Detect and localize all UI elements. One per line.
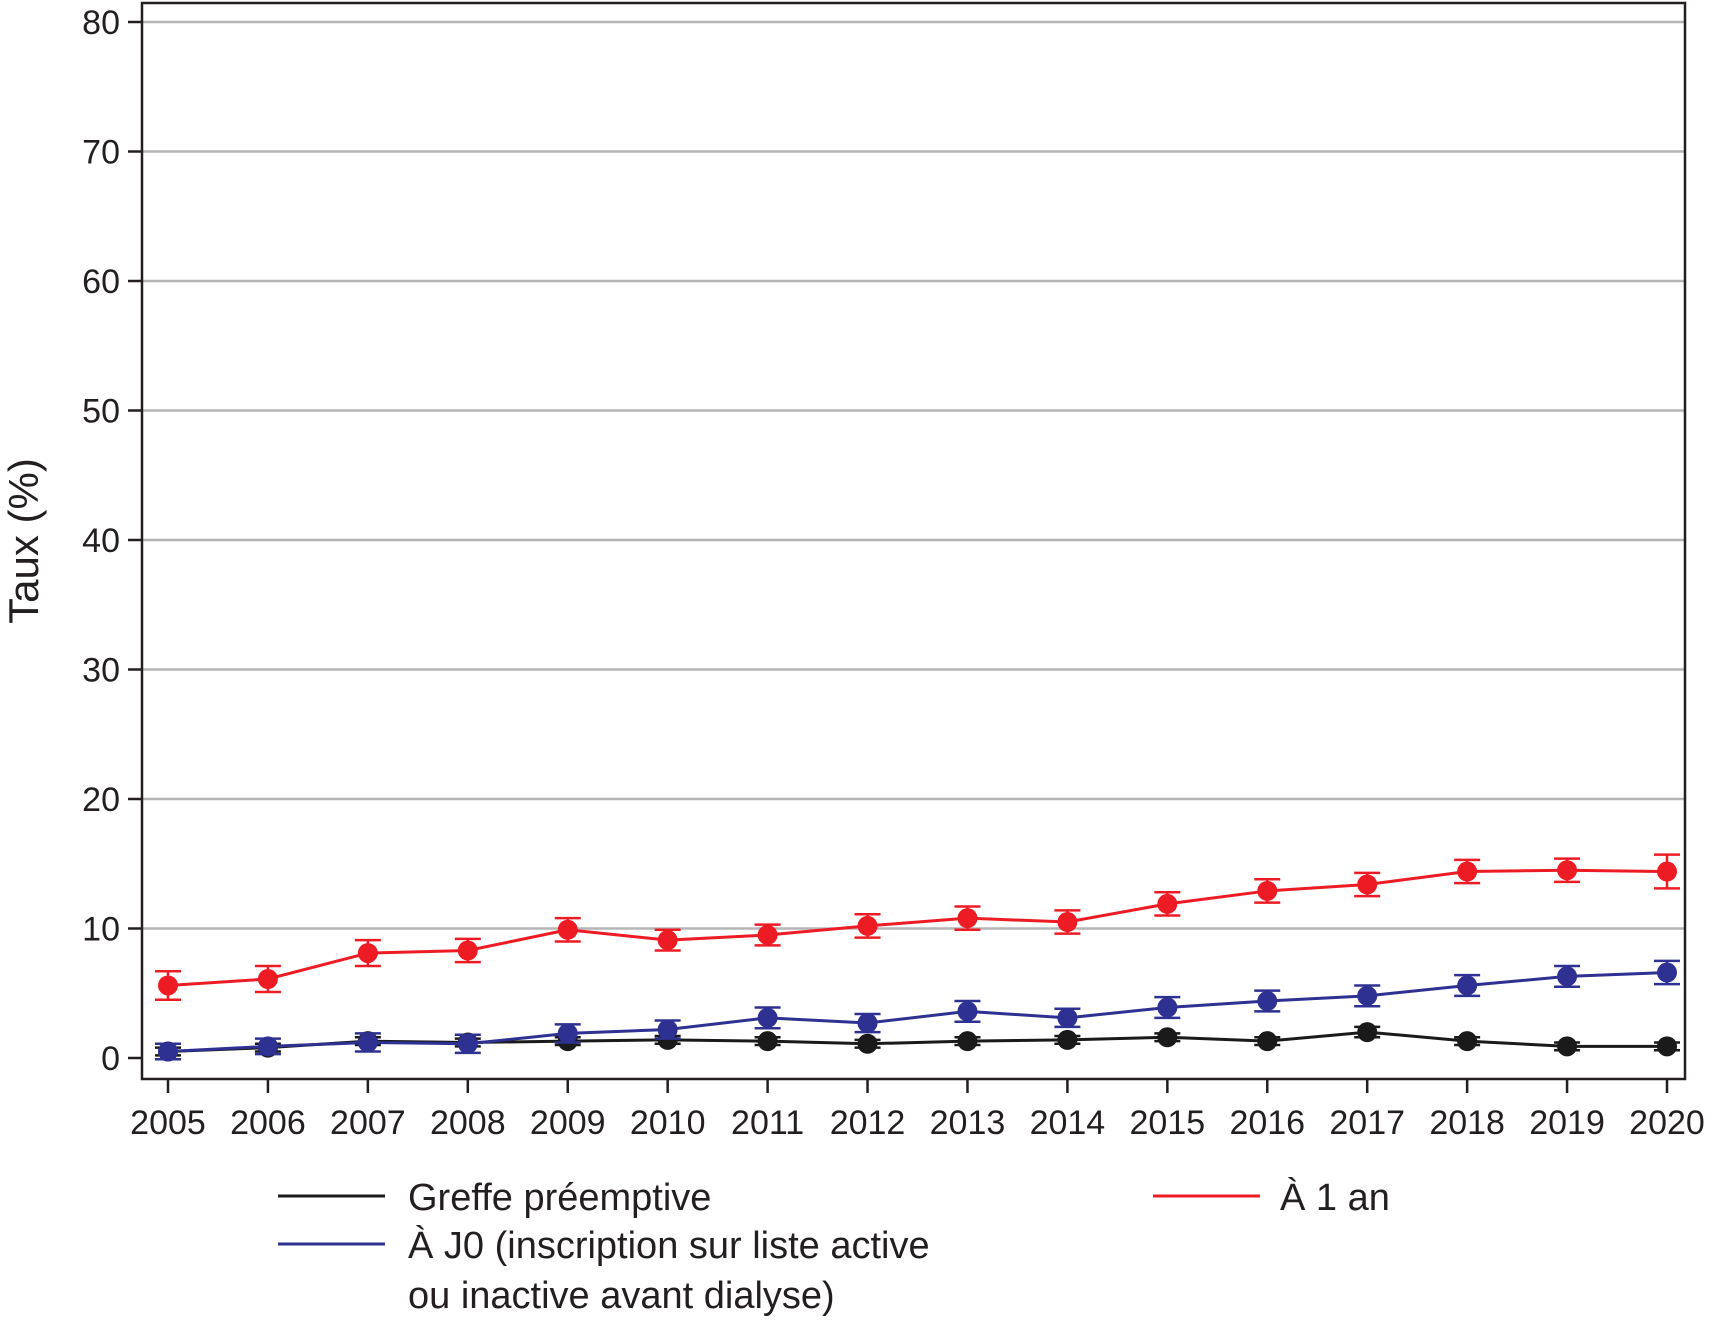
- data-point: [357, 1032, 378, 1053]
- data-point: [257, 1036, 278, 1057]
- y-axis-title: Taux (%): [0, 458, 47, 624]
- data-point: [1257, 1031, 1278, 1052]
- gridlines: [142, 20, 1685, 930]
- x-tick-label: 2007: [330, 1104, 406, 1142]
- data-point: [1057, 1007, 1078, 1028]
- legend-label: ou inactive avant dialyse): [408, 1275, 835, 1317]
- data-point: [657, 1019, 678, 1040]
- data-point: [1557, 860, 1578, 881]
- data-point: [1157, 893, 1178, 914]
- y-tick-label: 0: [101, 1040, 120, 1078]
- y-tick-label: 80: [82, 4, 120, 42]
- data-point: [1157, 1027, 1178, 1048]
- data-point: [757, 1007, 778, 1028]
- y-tick-label: 50: [82, 393, 120, 431]
- data-point: [158, 975, 178, 996]
- data-point: [158, 1041, 178, 1062]
- data-point: [457, 940, 478, 961]
- data-point: [1457, 861, 1478, 882]
- y-tick-label: 20: [82, 781, 120, 819]
- data-point: [757, 924, 778, 945]
- data-point: [957, 1001, 978, 1022]
- data-point: [1657, 1036, 1677, 1057]
- data-point: [957, 908, 978, 929]
- x-tick-label: 2016: [1229, 1104, 1305, 1142]
- x-tick-label: 2006: [230, 1104, 306, 1142]
- x-tick-label: 2005: [130, 1104, 206, 1142]
- data-point: [1657, 861, 1677, 882]
- data-point: [257, 969, 278, 990]
- data-point: [1257, 991, 1278, 1012]
- legend-label: À J0 (inscription sur liste active: [408, 1224, 930, 1267]
- legend-item-2: À 1 an: [1153, 1176, 1390, 1219]
- series-line: [167, 868, 1668, 987]
- data-point: [1357, 874, 1378, 895]
- x-tick-label: 2020: [1629, 1104, 1705, 1142]
- legend-item-0: Greffe préemptive: [278, 1177, 711, 1219]
- series-line: [167, 971, 1668, 1054]
- data-point: [1657, 962, 1677, 983]
- series-layer: [155, 853, 1680, 1062]
- y-tick-label: 70: [82, 134, 120, 172]
- legend-label: Greffe préemptive: [408, 1177, 711, 1219]
- x-axis: 2005 2006 2007 2008 2009 2010 2011 2012 2013 2014…: [130, 1079, 1705, 1142]
- data-point: [1557, 966, 1578, 987]
- data-point: [357, 943, 378, 964]
- data-point: [457, 1033, 478, 1054]
- data-point: [1357, 1022, 1378, 1043]
- data-point: [657, 930, 678, 951]
- data-point: [757, 1031, 778, 1052]
- legend-label: À 1 an: [1280, 1176, 1390, 1219]
- y-tick-label: 40: [82, 522, 120, 560]
- x-tick-label: 2013: [930, 1104, 1006, 1142]
- x-tick-label: 2008: [430, 1104, 506, 1142]
- y-axis: 0 10 20 30 40 50 60 70 80: [82, 4, 142, 1078]
- data-point: [857, 1013, 878, 1034]
- data-point: [1557, 1036, 1578, 1057]
- data-point: [857, 1033, 878, 1054]
- y-tick-label: 60: [82, 263, 120, 301]
- y-tick-label: 30: [82, 652, 120, 690]
- series-1: [155, 959, 1680, 1062]
- data-point: [857, 915, 878, 936]
- data-point: [1457, 975, 1478, 996]
- legend-item-1: À J0 (inscription sur liste active ou ina…: [278, 1224, 930, 1317]
- x-tick-label: 2009: [530, 1104, 606, 1142]
- x-tick-label: 2011: [731, 1104, 804, 1142]
- data-point: [1057, 912, 1078, 933]
- y-tick-label: 10: [82, 911, 120, 949]
- x-tick-label: 2010: [630, 1104, 706, 1142]
- data-point: [1457, 1031, 1478, 1052]
- x-tick-label: 2018: [1429, 1104, 1505, 1142]
- legend: Greffe préemptive À J0 (inscription sur l…: [278, 1176, 1390, 1317]
- data-point: [1257, 880, 1278, 901]
- x-tick-label: 2019: [1529, 1104, 1605, 1142]
- x-tick-label: 2017: [1329, 1104, 1405, 1142]
- data-point: [557, 1023, 578, 1044]
- data-point: [557, 919, 578, 940]
- x-tick-label: 2012: [830, 1104, 906, 1142]
- x-tick-label: 2015: [1130, 1104, 1206, 1142]
- data-point: [1057, 1029, 1078, 1050]
- data-point: [957, 1031, 978, 1052]
- x-tick-label: 2014: [1030, 1104, 1106, 1142]
- data-point: [1357, 985, 1378, 1006]
- data-point: [1157, 997, 1178, 1018]
- series-2: [155, 853, 1680, 1001]
